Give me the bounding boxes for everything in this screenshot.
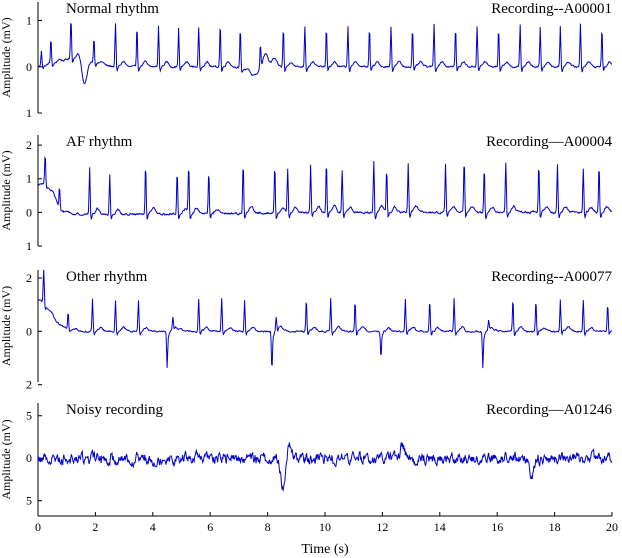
y-tick-label: 0: [26, 60, 32, 74]
x-tick-label: 20: [606, 520, 618, 534]
panel-normal-rhythm: Amplitude (mV) Normal rhythm Recording--…: [0, 1, 613, 120]
x-tick-label: 10: [319, 520, 331, 534]
y-tick-label: 2: [26, 378, 32, 392]
y-tick-label: 5: [26, 409, 32, 423]
panel-title: Noisy recording: [66, 402, 164, 418]
y-tick-label: 1: [26, 106, 32, 120]
ecg-trace-line: [37, 156, 613, 220]
y-axis-label: Amplitude (mV): [0, 17, 13, 97]
ecg-trace-line: [37, 442, 613, 491]
panel-other-rhythm: Amplitude (mV) Other rhythm Recording--A…: [0, 269, 612, 392]
ecg-trace-line: [37, 23, 613, 85]
x-tick-label: 6: [207, 520, 213, 534]
x-tick-label: 8: [265, 520, 271, 534]
y-tick-label: 2: [26, 138, 32, 152]
x-axis-label: Time (s): [301, 542, 349, 557]
ecg-trace-line: [37, 269, 613, 369]
y-axis-label: Amplitude (mV): [0, 419, 13, 499]
x-tick-label: 4: [150, 520, 156, 534]
recording-label: Recording—A00004: [486, 134, 612, 150]
recording-label: Recording—A01246: [486, 402, 612, 418]
x-tick-label: 18: [549, 520, 561, 534]
x-tick-label: 16: [491, 520, 503, 534]
recording-label: Recording--A00077: [491, 269, 612, 285]
y-tick-label: 5: [26, 494, 32, 508]
y-tick-label: 0: [26, 324, 32, 338]
panel-title: AF rhythm: [66, 134, 133, 150]
panel-title: Normal rhythm: [66, 1, 159, 17]
x-tick-label: 14: [434, 520, 446, 534]
y-axis-label: Amplitude (mV): [0, 286, 13, 366]
recording-label: Recording--A00001: [491, 1, 612, 17]
y-tick-label: 0: [26, 205, 32, 219]
y-tick-label: 0: [26, 451, 32, 465]
y-tick-label: 1: [26, 239, 32, 253]
panel-noisy-recording: Amplitude (mV) Noisy recording Recording…: [0, 402, 618, 534]
panel-af-rhythm: Amplitude (mV) AF rhythm Recording—A0000…: [0, 134, 612, 253]
x-tick-label: 2: [92, 520, 98, 534]
y-tick-label: 2: [26, 271, 32, 285]
y-tick-label: 1: [26, 14, 32, 28]
panel-title: Other rhythm: [66, 269, 148, 285]
y-tick-label: 1: [26, 172, 32, 186]
y-axis-label: Amplitude (mV): [0, 150, 13, 230]
x-tick-label: 12: [376, 520, 388, 534]
x-tick-label: 0: [35, 520, 41, 534]
